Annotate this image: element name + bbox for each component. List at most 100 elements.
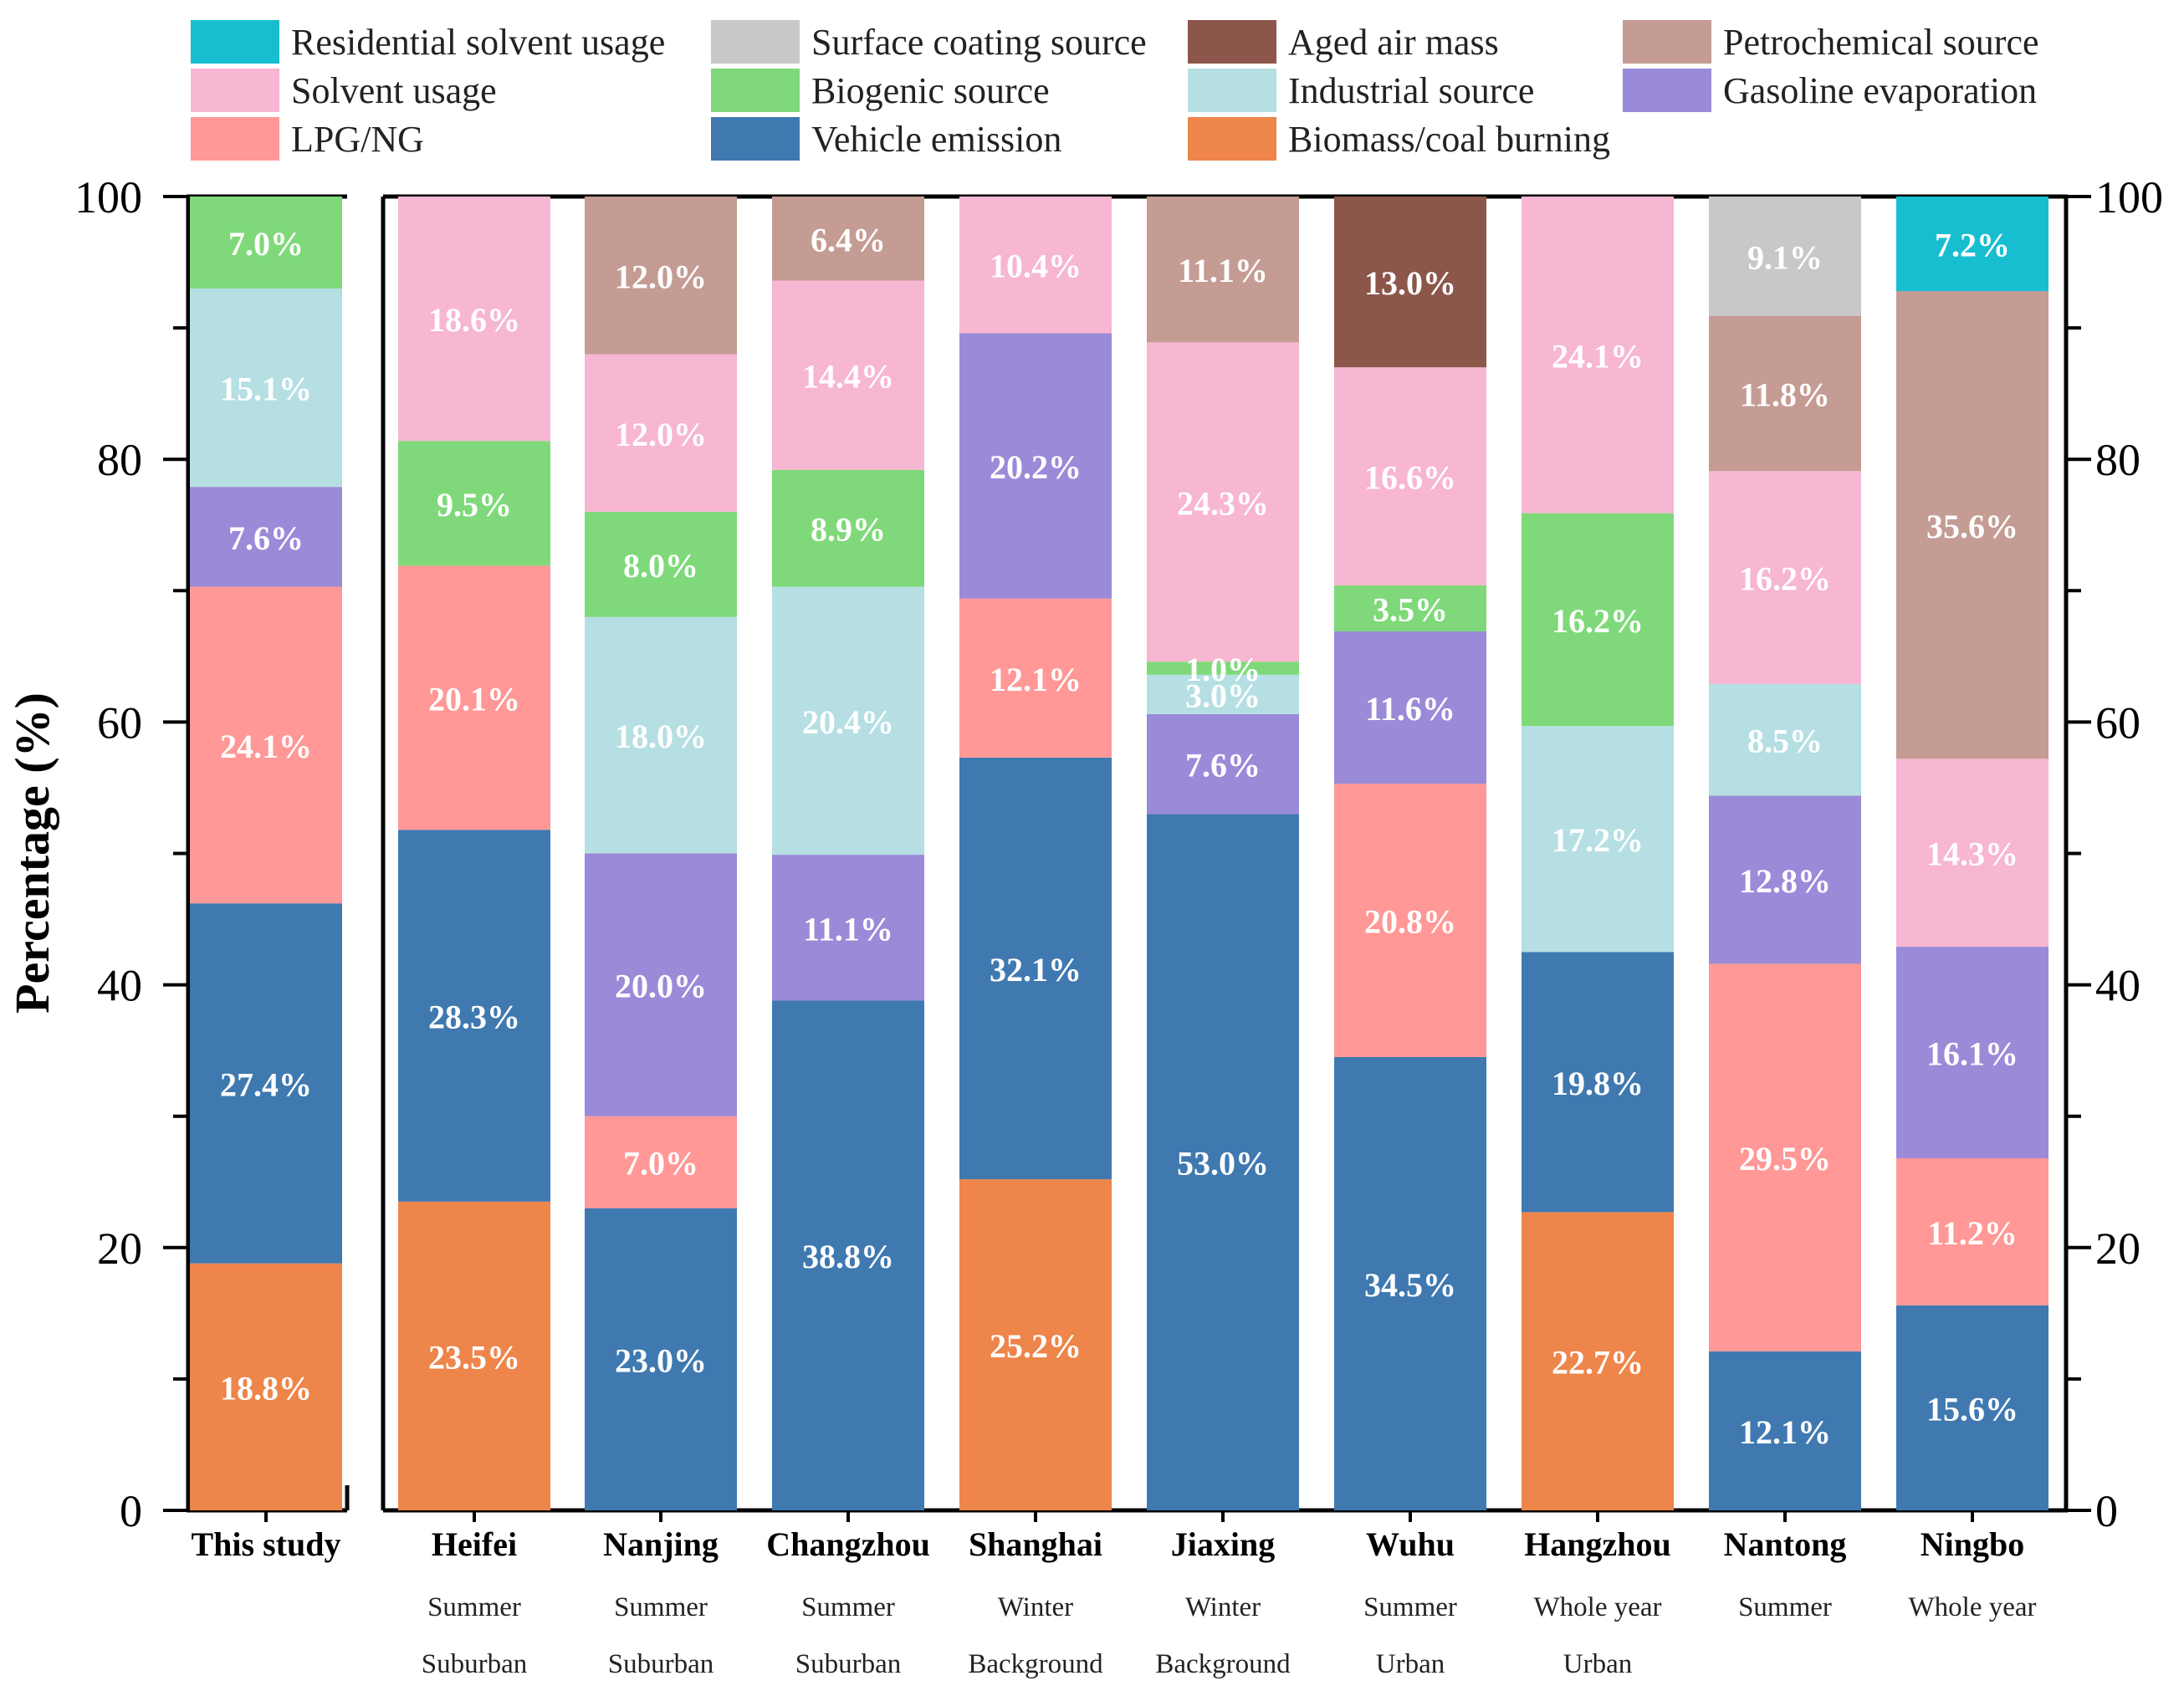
data-label: 27.4% — [220, 1065, 312, 1103]
bar-segment-nantong-solvent-usage — [1709, 471, 1861, 684]
legend-label: Gasoline evaporation — [1723, 69, 2038, 111]
legend-swatch — [191, 117, 279, 161]
y-tick-label-right: 40 — [2095, 961, 2141, 1011]
bar-segment-this-study-biomass-coal-burning — [190, 1263, 342, 1510]
bar-segment-shanghai-solvent-usage — [959, 197, 1112, 334]
legend-label: Residential solvent usage — [291, 21, 666, 63]
data-label: 18.0% — [615, 718, 707, 755]
x-tick-label-city: Ningbo — [1921, 1525, 2025, 1563]
data-label: 3.0% — [1185, 677, 1261, 714]
data-label: 6.4% — [811, 221, 886, 258]
bar-segment-changzhou-petrochemical-source — [772, 197, 924, 281]
data-label: 7.6% — [1185, 747, 1261, 784]
data-label: 20.1% — [428, 680, 520, 718]
y-tick-label-left: 60 — [97, 697, 142, 748]
data-label: 1.0% — [1185, 651, 1261, 688]
legend-swatch — [711, 20, 800, 64]
data-label: 20.8% — [1364, 903, 1456, 941]
legend-swatch — [1623, 20, 1711, 64]
bar-segment-nantong-gasoline-evaporation — [1709, 795, 1861, 964]
bar-segment-hangzhou-solvent-usage — [1522, 197, 1674, 513]
legend-swatch — [191, 69, 279, 112]
legend-item-surface-coating-source: Surface coating source — [711, 20, 1147, 64]
data-label: 7.6% — [228, 519, 304, 557]
x-tick-label-season: Winter — [998, 1592, 1073, 1622]
x-tick-label-site: Suburban — [795, 1649, 902, 1679]
y-tick-label-right: 0 — [2095, 1486, 2118, 1536]
data-label: 19.8% — [1552, 1065, 1644, 1102]
y-tick-label-left: 80 — [97, 435, 142, 485]
bar-segment-changzhou-gasoline-evaporation — [772, 855, 924, 1001]
data-label: 15.6% — [1926, 1390, 2018, 1428]
y-tick-label-right: 60 — [2095, 697, 2141, 748]
x-tick-label-city: Shanghai — [969, 1525, 1102, 1563]
bar-segment-jiaxing-gasoline-evaporation — [1147, 713, 1299, 815]
bar-segment-wuhu-solvent-usage — [1334, 367, 1486, 586]
data-label: 29.5% — [1739, 1140, 1831, 1178]
bar-segment-nantong-vehicle-emission — [1709, 1351, 1861, 1510]
bar-segment-ningbo-gasoline-evaporation — [1896, 947, 2048, 1158]
bar-segment-hangzhou-biogenic-source — [1522, 513, 1674, 727]
legend-item-vehicle-emission: Vehicle emission — [711, 117, 1061, 161]
legend-item-lpg-ng: LPG/NG — [191, 117, 424, 161]
bar-segment-shanghai-vehicle-emission — [959, 757, 1112, 1180]
bar-segment-ningbo-residential-solvent-usage — [1896, 197, 2048, 292]
x-tick-label-site: Suburban — [422, 1649, 528, 1679]
data-label: 11.1% — [803, 910, 893, 948]
legend-item-solvent-usage: Solvent usage — [191, 69, 497, 112]
x-tick-label-city: Hangzhou — [1524, 1525, 1671, 1563]
y-tick-label-left: 40 — [97, 961, 142, 1011]
bar-segment-hangzhou-biomass-coal-burning — [1522, 1212, 1674, 1510]
data-label: 22.7% — [1552, 1344, 1644, 1382]
x-tick-label-season: Winter — [1185, 1592, 1261, 1622]
bar-segment-ningbo-lpg-ng — [1896, 1157, 2048, 1305]
data-label: 23.5% — [428, 1338, 520, 1376]
bar-segment-this-study-vehicle-emission — [190, 903, 342, 1264]
data-label: 12.0% — [615, 258, 707, 295]
bar-segment-ningbo-solvent-usage — [1896, 759, 2048, 948]
legend-label: Surface coating source — [811, 21, 1147, 63]
x-tick-label-city: This study — [192, 1525, 341, 1563]
data-label: 12.8% — [1739, 862, 1831, 900]
x-tick-label-site: Suburban — [608, 1649, 714, 1679]
bar-segment-nanjing-gasoline-evaporation — [585, 853, 737, 1116]
bar-segment-heifei-lpg-ng — [398, 565, 550, 830]
x-tick-label-season: Summer — [614, 1592, 708, 1622]
data-label: 11.6% — [1365, 690, 1455, 728]
bar-segment-changzhou-vehicle-emission — [772, 1000, 924, 1510]
bar-segment-wuhu-lpg-ng — [1334, 784, 1486, 1058]
data-label: 11.1% — [1178, 252, 1268, 289]
x-tick-label-season: Summer — [1363, 1592, 1457, 1622]
x-tick-label-season: Whole year — [1534, 1592, 1662, 1622]
data-label: 20.2% — [990, 448, 1082, 486]
data-label: 18.6% — [428, 301, 520, 339]
bar-segment-this-study-industrial-source — [190, 288, 342, 488]
legend-label: Vehicle emission — [811, 118, 1062, 160]
data-label: 15.1% — [220, 370, 312, 408]
data-label: 20.4% — [802, 703, 894, 741]
x-tick-label-city: Nanjing — [603, 1525, 719, 1563]
data-label: 28.3% — [428, 999, 520, 1036]
x-tick-label-site: Background — [1155, 1649, 1291, 1679]
bar-segment-nanjing-solvent-usage — [585, 354, 737, 513]
legend-label: Biomass/coal burning — [1288, 118, 1610, 160]
bar-segment-nanjing-vehicle-emission — [585, 1208, 737, 1510]
legend-swatch — [1188, 20, 1276, 64]
bar-segment-nanjing-lpg-ng — [585, 1116, 737, 1208]
legend-label: Aged air mass — [1288, 21, 1499, 63]
legend-label: Biogenic source — [811, 69, 1050, 111]
data-label: 7.0% — [228, 225, 304, 263]
legend-label: Industrial source — [1288, 69, 1535, 111]
legend-swatch — [1623, 69, 1711, 112]
data-label: 12.1% — [990, 661, 1082, 698]
bar-segment-wuhu-vehicle-emission — [1334, 1057, 1486, 1510]
bar-segment-nanjing-biogenic-source — [585, 512, 737, 617]
data-label: 7.0% — [623, 1145, 698, 1183]
data-label: 11.2% — [1927, 1214, 2018, 1252]
data-label: 13.0% — [1364, 264, 1456, 302]
bar-segment-heifei-solvent-usage — [398, 197, 550, 442]
bar-segment-jiaxing-biogenic-source — [1147, 662, 1299, 675]
bar-segment-heifei-biogenic-source — [398, 441, 550, 566]
